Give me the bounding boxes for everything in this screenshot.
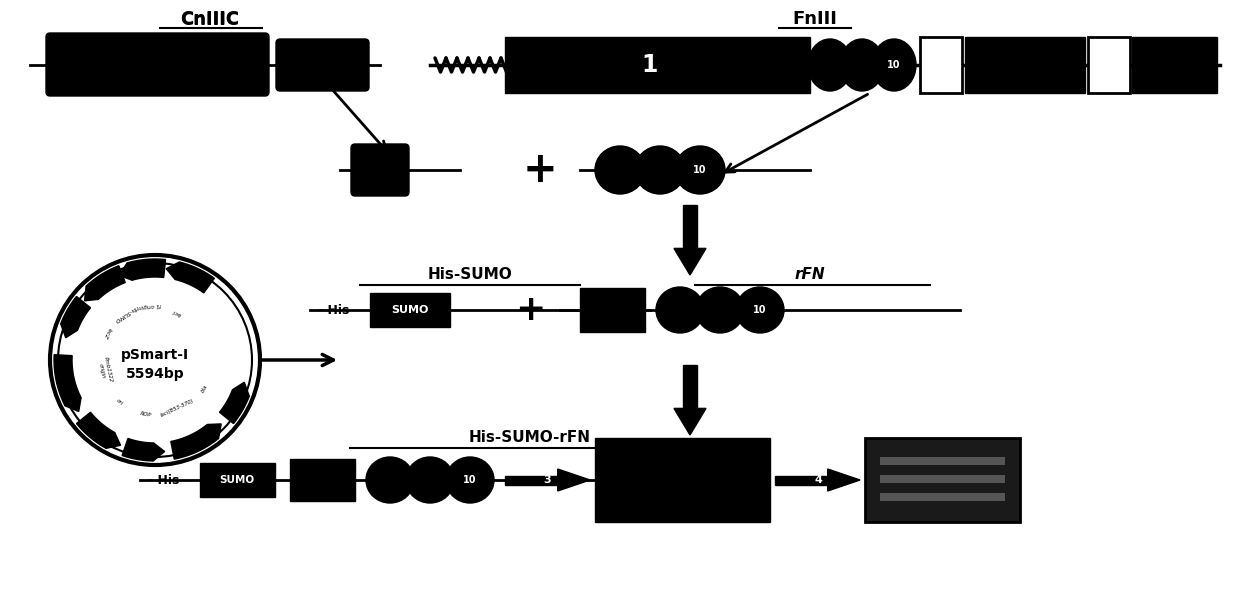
Bar [683, 205, 697, 248]
Bar [866, 438, 1021, 522]
Bar [775, 476, 828, 485]
Ellipse shape [839, 39, 884, 91]
Polygon shape [207, 424, 221, 439]
Text: - His: - His [317, 304, 350, 317]
Polygon shape [232, 383, 249, 396]
Polygon shape [84, 286, 98, 301]
Polygon shape [128, 259, 166, 280]
Text: - His: - His [148, 474, 180, 487]
Text: 10: 10 [753, 305, 766, 315]
Ellipse shape [872, 39, 916, 91]
Text: lacl(853-570): lacl(853-570) [160, 398, 195, 418]
FancyBboxPatch shape [351, 144, 409, 196]
Bar [1087, 37, 1130, 93]
Polygon shape [86, 265, 125, 299]
Ellipse shape [635, 146, 684, 194]
Ellipse shape [737, 287, 784, 333]
Polygon shape [675, 408, 706, 435]
Text: 10: 10 [464, 475, 476, 485]
Polygon shape [61, 324, 78, 338]
Bar [370, 293, 450, 327]
Polygon shape [558, 469, 590, 491]
Polygon shape [171, 424, 218, 459]
Text: lacZ: lacZ [102, 326, 113, 339]
Ellipse shape [808, 39, 852, 91]
Text: Pmb1322
origin: Pmb1322 origin [97, 357, 113, 384]
FancyBboxPatch shape [46, 33, 269, 96]
Text: CnIIIC: CnIIIC [181, 11, 239, 29]
Polygon shape [55, 355, 81, 406]
Text: rFN: rFN [795, 267, 826, 282]
Text: 1: 1 [642, 53, 658, 77]
Text: 10: 10 [693, 165, 707, 175]
Text: CnIIIC: CnIIIC [181, 10, 239, 28]
Ellipse shape [595, 146, 645, 194]
Text: ori: ori [115, 398, 124, 407]
Bar [965, 37, 1085, 93]
Ellipse shape [696, 287, 744, 333]
Text: 5594bp: 5594bp [125, 367, 185, 381]
Bar [595, 438, 770, 522]
Polygon shape [175, 262, 215, 293]
Polygon shape [122, 439, 154, 461]
Ellipse shape [446, 457, 494, 503]
Bar [505, 476, 558, 485]
Ellipse shape [366, 457, 414, 503]
Text: His-SUMO-rFN: His-SUMO-rFN [469, 430, 591, 445]
Ellipse shape [675, 146, 725, 194]
Polygon shape [107, 432, 120, 448]
Bar [505, 37, 810, 93]
Text: His-SUMO: His-SUMO [428, 267, 512, 282]
Text: 10: 10 [888, 60, 900, 70]
Text: 3: 3 [543, 475, 551, 485]
Text: His-SUMO: His-SUMO [113, 304, 139, 323]
Text: 1: 1 [703, 232, 712, 245]
Bar [683, 365, 697, 408]
Polygon shape [219, 390, 249, 424]
Circle shape [50, 255, 260, 465]
Text: +: + [522, 149, 557, 191]
Polygon shape [61, 296, 91, 330]
Ellipse shape [405, 457, 454, 503]
Text: SUMO: SUMO [219, 475, 254, 485]
Polygon shape [166, 262, 180, 280]
Bar [580, 288, 645, 332]
Bar [920, 37, 962, 93]
Bar [1132, 37, 1216, 93]
Polygon shape [64, 398, 81, 411]
Text: lacl: lacl [172, 308, 182, 316]
Bar [290, 459, 355, 501]
Text: pSmart-I: pSmart-I [122, 348, 188, 362]
Text: SUMO: SUMO [392, 305, 429, 315]
Text: f1 origin: f1 origin [139, 302, 161, 309]
Text: +: + [515, 293, 546, 327]
Polygon shape [154, 443, 165, 461]
Polygon shape [77, 412, 115, 448]
Text: 2: 2 [703, 392, 712, 405]
Polygon shape [675, 248, 706, 275]
Circle shape [58, 263, 252, 457]
Text: 4: 4 [815, 475, 822, 485]
Polygon shape [828, 469, 861, 491]
Bar [880, 475, 1004, 483]
Polygon shape [119, 263, 133, 280]
FancyBboxPatch shape [277, 39, 370, 91]
Bar [200, 463, 275, 497]
Text: FnIII: FnIII [792, 10, 837, 28]
Text: bla: bla [200, 384, 208, 394]
Bar [880, 457, 1004, 465]
Bar [880, 493, 1004, 501]
Text: ROP: ROP [139, 411, 151, 418]
Ellipse shape [656, 287, 704, 333]
